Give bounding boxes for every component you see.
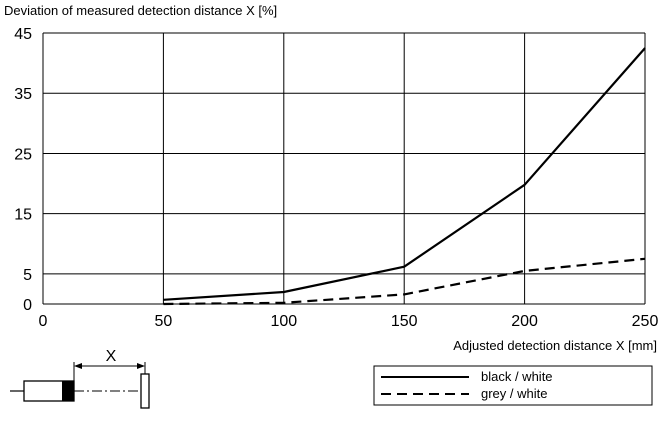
legend-box [373,365,653,406]
dimension-arrow-left [74,363,82,369]
dimension-label: X [106,348,117,365]
chart-grid [42,32,646,305]
dimension-arrow-right [137,363,145,369]
y-tick-label-0: 0 [23,297,32,314]
y-tick-label-5: 5 [23,267,32,284]
target-plate [140,373,150,409]
legend-label-grey-white: grey / white [481,386,547,401]
legend: black / white grey / white [373,365,653,406]
series-lines [163,47,646,306]
y-tick-label-35: 35 [14,86,32,103]
series-line-black-white [163,47,646,301]
tick-labels: 0 50 100 150 200 250 0 5 15 25 35 45 [14,26,658,330]
x-tick-label-100: 100 [270,313,297,330]
series-line-grey-white [163,257,646,306]
x-tick-label-200: 200 [511,313,538,330]
y-axis-title: Deviation of measured detection distance… [4,3,278,18]
x-axis-title: Adjusted detection distance X [mm] [453,338,657,353]
sensor-face [62,381,74,401]
legend-label-black-white: black / white [481,369,553,384]
x-tick-label-50: 50 [155,313,173,330]
sensor-diagram: X [10,348,150,409]
y-tick-label-45: 45 [14,26,32,43]
x-tick-label-150: 150 [391,313,418,330]
y-tick-label-15: 15 [14,207,32,224]
x-tick-label-250: 250 [632,313,659,330]
y-tick-label-25: 25 [14,146,32,163]
x-tick-label-0: 0 [39,313,48,330]
